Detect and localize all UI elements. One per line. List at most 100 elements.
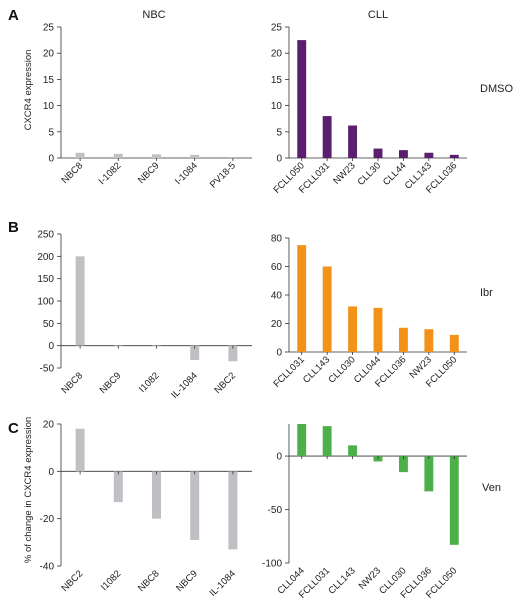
x-tick-label-a-nbc: I-1082: [97, 160, 124, 187]
y-tick-label-a-cll: 5: [276, 127, 282, 138]
bar-a-cll-fcll036: [449, 154, 459, 158]
bar-b-cll-cll143: [322, 266, 332, 352]
y-tick-label-c-cll: -50: [268, 505, 283, 516]
bar-c-cll-cll143: [348, 445, 358, 457]
bar-b-cll-nw23: [424, 329, 434, 352]
row-label-ven: Ven: [482, 482, 501, 494]
bar-b-cll-cll044: [373, 307, 383, 352]
chart-a-nbc: 0 5 10 15 20 25 NBC8 I-1082 NBC9 I-1084 PV18-5: [43, 23, 252, 191]
x-tick-label-c-cll: CLL143: [326, 565, 357, 596]
bar-b-cll-fcll031: [297, 245, 307, 352]
y-tick-label-b-cll: 0: [276, 348, 282, 359]
x-tick-label-a-nbc: NBC9: [136, 160, 162, 186]
column-title-nbc: NBC: [142, 9, 165, 21]
y-tick-label-a-cll: 10: [271, 101, 283, 112]
y-axis-label-c: % of change in CXCR4 expression: [23, 417, 34, 563]
bar-c-nbc-il-1084: [228, 471, 238, 550]
x-tick-label-b-nbc: NBC9: [98, 370, 124, 396]
x-tick-label-b-nbc: NBC8: [60, 370, 86, 396]
y-tick-label-c-nbc: -20: [40, 514, 55, 525]
bar-a-nbc-pv18-5: [228, 156, 238, 158]
y-tick-label-a-nbc: 0: [48, 154, 54, 165]
bar-c-cll-fcll050: [449, 456, 459, 545]
bar-a-cll-cll30: [373, 148, 383, 158]
y-tick-label-c-cll: 0: [276, 452, 282, 463]
y-tick-label-a-nbc: 5: [48, 127, 54, 138]
y-tick-label-b-nbc: 200: [37, 252, 54, 263]
y-tick-label-c-nbc: 0: [48, 467, 54, 478]
x-tick-label-c-nbc: NBC9: [174, 568, 200, 594]
y-tick-label-b-nbc: 150: [37, 274, 54, 285]
x-tick-label-c-nbc: IL-1084: [207, 568, 238, 599]
y-tick-label-b-nbc: 100: [37, 297, 54, 308]
bar-a-cll-fcll050: [297, 40, 307, 158]
y-tick-label-c-nbc: 20: [43, 420, 55, 431]
bar-c-nbc-i1082: [113, 471, 123, 503]
x-tick-label-a-cll: CLL30: [356, 160, 384, 188]
bar-c-cll-fcll031: [322, 426, 332, 457]
chart-c-nbc: -40 -20 0 20 NBC2 I1082 NBC8 NBC9 IL-1084: [40, 420, 252, 599]
y-tick-label-a-cll: 0: [276, 154, 282, 165]
bar-c-cll-fcll036: [424, 456, 434, 492]
bar-b-nbc-nbc8: [75, 256, 85, 346]
chart-b-nbc: -50 0 50 100 150 200 250 NBC8 NBC9 I1082 IL-1084 NB…: [37, 230, 252, 401]
panel-letter-c: C: [8, 420, 19, 437]
y-tick-label-a-nbc: 15: [43, 75, 55, 86]
y-tick-label-b-cll: 80: [271, 234, 283, 245]
x-tick-label-b-cll: CLL143: [301, 354, 332, 385]
column-title-cll: CLL: [368, 9, 388, 21]
y-tick-label-b-cll: 20: [271, 319, 283, 330]
y-tick-label-b-nbc: 250: [37, 230, 54, 241]
bar-a-cll-cll44: [398, 150, 408, 158]
y-tick-label-a-cll: 25: [271, 23, 283, 34]
row-label-dmso: DMSO: [480, 83, 513, 95]
y-tick-label-c-nbc: -40: [40, 562, 55, 573]
y-tick-label-a-nbc: 20: [43, 49, 55, 60]
bar-a-nbc-i-1084: [190, 154, 200, 158]
bar-c-nbc-nbc2: [75, 428, 85, 472]
y-tick-label-b-cll: 60: [271, 262, 283, 273]
chart-b-cll: 020406080FCLL031CLL143CLL030CLL044FCLL03…: [271, 234, 467, 390]
x-tick-label-b-cll: CLL030: [326, 354, 357, 385]
x-tick-label-c-nbc: I1082: [99, 568, 124, 593]
y-tick-label-a-cll: 15: [271, 75, 283, 86]
x-tick-label-b-nbc: IL-1084: [169, 370, 200, 401]
bar-b-cll-fcll036: [398, 327, 408, 352]
bar-b-nbc-il-1084: [190, 345, 200, 360]
x-tick-label-c-nbc: NBC8: [136, 568, 162, 594]
bar-a-cll-nw23: [348, 125, 358, 158]
bar-a-nbc-nbc9: [152, 154, 161, 158]
bar-a-nbc-i-1082: [113, 153, 123, 158]
y-tick-label-a-nbc: 25: [43, 23, 55, 34]
y-tick-label-b-nbc: 0: [48, 341, 54, 352]
x-tick-label-a-nbc: PV18-5: [208, 160, 238, 190]
bar-b-cll-fcll050: [449, 334, 459, 352]
x-tick-label-a-cll: NW23: [331, 160, 357, 186]
row-label-ibr: Ibr: [480, 287, 493, 299]
x-tick-label-a-nbc: NBC8: [60, 160, 86, 186]
y-tick-label-a-nbc: 10: [43, 101, 55, 112]
bar-a-nbc-nbc8: [75, 152, 85, 158]
y-tick-label-a-cll: 20: [271, 49, 283, 60]
bar-b-nbc-nbc2: [228, 345, 238, 362]
bar-c-nbc-nbc9: [190, 471, 200, 540]
panel-letter-a: A: [8, 7, 19, 24]
bar-a-cll-cll143: [424, 152, 434, 158]
x-tick-label-b-nbc: NBC2: [212, 370, 238, 396]
y-tick-label-b-cll: 40: [271, 291, 283, 302]
bar-c-nbc-nbc8: [152, 471, 161, 519]
y-tick-label-c-cll: -100: [262, 559, 282, 570]
bar-b-cll-cll030: [348, 306, 358, 352]
x-tick-label-b-cll: FCLL031: [271, 354, 306, 389]
y-tick-label-b-nbc: -50: [40, 364, 55, 375]
x-tick-label-b-nbc: I1082: [137, 370, 162, 395]
bar-a-cll-fcll031: [322, 116, 332, 158]
bar-c-cll-cll030: [398, 456, 408, 473]
x-tick-label-a-nbc: I-1084: [173, 160, 200, 187]
y-axis-label-a: CXCR4 expression: [23, 50, 34, 131]
panel-letter-b: B: [8, 219, 19, 236]
chart-c-cll: -100-500CLL044FCLL031CLL143NW23CLL030FCL…: [262, 424, 467, 601]
y-tick-label-b-nbc: 50: [43, 319, 55, 330]
x-tick-label-c-nbc: NBC2: [60, 568, 86, 594]
